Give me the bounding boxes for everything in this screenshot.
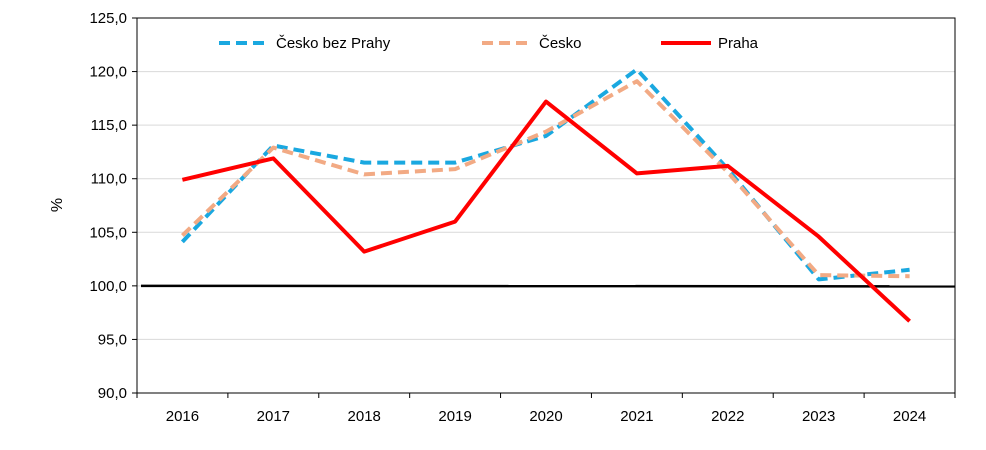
x-tick-label: 2016 [166, 408, 199, 425]
x-tick-label: 2019 [438, 408, 471, 425]
x-tick-label: 2017 [257, 408, 290, 425]
y-tick-label: 125,0 [89, 10, 127, 27]
x-axis-ticks: 2016 2017 2018 2019 2020 2021 2022 2023 2024 [136, 393, 956, 425]
y-tick-label: 95,0 [98, 331, 127, 348]
series-lines [180, 67, 911, 323]
y-tick-label: 105,0 [89, 224, 127, 241]
gridlines [137, 71, 955, 340]
y-tick-label: 100,0 [89, 278, 127, 295]
x-tick-label: 2024 [893, 408, 926, 425]
x-tick-label: 2021 [620, 408, 653, 425]
x-tick-label: 2018 [348, 408, 381, 425]
y-axis-ticks: 90,0 95,0 100,0 105,0 110,0 115,0 120,0 125,0 [89, 10, 137, 402]
series-line-česko [181, 79, 910, 279]
legend-label: Česko bez Prahy [276, 35, 391, 52]
legend: Česko bez Prahy Česko Praha [219, 35, 759, 52]
series-line-praha [181, 99, 911, 323]
legend-label: Česko [539, 35, 582, 52]
x-tick-label: 2020 [529, 408, 562, 425]
x-tick-label: 2022 [711, 408, 744, 425]
x-tick-label: 2023 [802, 408, 835, 425]
y-tick-label: 115,0 [91, 117, 127, 134]
y-tick-label: 120,0 [89, 64, 127, 81]
legend-label: Praha [718, 35, 759, 52]
reference-line-100 [140, 284, 956, 288]
plot-area-frame [136, 17, 956, 394]
y-axis-label: % [49, 198, 66, 212]
y-tick-label: 90,0 [98, 385, 127, 402]
y-tick-label: 110,0 [91, 171, 127, 188]
